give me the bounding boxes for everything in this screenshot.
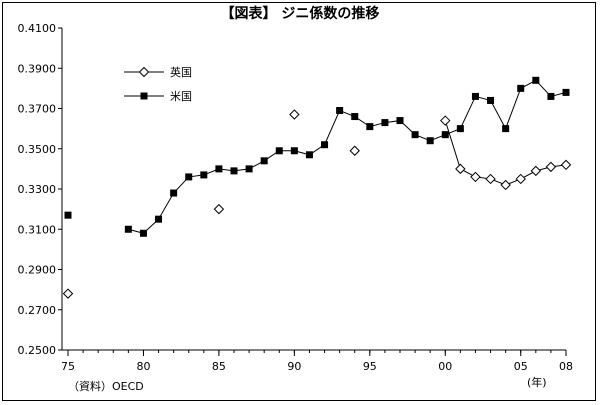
data-point-us: [275, 147, 283, 155]
data-point-us: [139, 229, 147, 237]
data-point-us: [471, 92, 479, 100]
data-point-us: [260, 157, 268, 165]
data-point-us: [245, 165, 253, 173]
y-tick-label: 0.3700: [18, 103, 57, 116]
data-point-us: [351, 113, 359, 121]
data-point-us: [155, 215, 163, 223]
data-point-us: [124, 225, 132, 233]
chart-title: 【図表】 ジニ係数の推移: [220, 6, 380, 22]
data-point-uk: [62, 288, 74, 299]
data-point-us: [532, 76, 540, 84]
x-tick-label: 08: [559, 360, 573, 373]
y-tick-label: 0.2500: [18, 344, 57, 357]
data-point-uk: [289, 109, 300, 120]
y-tick-label: 0.2900: [18, 264, 57, 277]
data-point-us: [502, 125, 510, 133]
source-note: （資料）OECD: [68, 380, 144, 393]
data-point-us: [441, 131, 449, 139]
y-tick-label: 0.2700: [18, 304, 57, 317]
data-point-uk: [455, 163, 466, 175]
x-tick-label: 80: [136, 360, 150, 373]
x-tick-label: 75: [61, 360, 75, 373]
data-point-us: [305, 151, 313, 159]
data-point-us: [396, 117, 404, 125]
data-point-uk: [530, 165, 542, 177]
data-point-us: [321, 141, 329, 149]
data-point-us: [200, 171, 208, 179]
data-point-us: [366, 123, 374, 131]
data-point-us: [456, 125, 464, 133]
legend-label-us: 米国: [170, 90, 192, 103]
data-point-us: [562, 88, 570, 96]
data-point-uk: [485, 173, 496, 185]
data-point-uk: [500, 179, 511, 191]
y-tick-label: 0.3900: [18, 62, 57, 75]
data-point-uk: [440, 115, 451, 126]
data-point-us: [215, 165, 223, 173]
data-point-uk: [470, 171, 481, 183]
data-point-us: [487, 96, 495, 104]
data-point-us: [411, 131, 419, 139]
data-point-uk: [560, 159, 572, 171]
x-tick-label: 90: [287, 360, 301, 373]
y-tick-label: 0.3100: [18, 223, 57, 236]
legend-marker-uk: [138, 66, 150, 78]
legend-marker-us: [140, 92, 148, 100]
x-tick-label: 95: [363, 360, 377, 373]
data-point-us: [381, 119, 389, 127]
data-point-us: [230, 167, 238, 175]
data-point-uk: [515, 173, 526, 185]
data-point-uk: [213, 203, 225, 215]
x-tick-label: 00: [438, 360, 452, 373]
data-point-us: [290, 147, 298, 155]
data-point-us: [185, 173, 193, 181]
y-tick-label: 0.4100: [18, 22, 57, 35]
chart-frame: [2, 2, 596, 401]
data-point-us: [426, 137, 434, 145]
x-tick-label: 05: [514, 360, 528, 373]
series-line-us: [128, 79, 567, 234]
data-point-us: [170, 189, 178, 197]
x-tick-label: 85: [212, 360, 226, 373]
data-point-uk: [545, 161, 557, 173]
data-point-us: [547, 92, 555, 100]
data-point-us: [336, 107, 344, 115]
data-point-us: [64, 211, 72, 219]
y-tick-label: 0.3300: [18, 183, 57, 196]
x-axis-unit: (年): [527, 376, 547, 389]
y-tick-label: 0.3500: [18, 143, 57, 156]
data-point-us: [517, 84, 525, 92]
legend-label-uk: 英国: [170, 65, 192, 79]
data-point-uk: [349, 145, 360, 156]
